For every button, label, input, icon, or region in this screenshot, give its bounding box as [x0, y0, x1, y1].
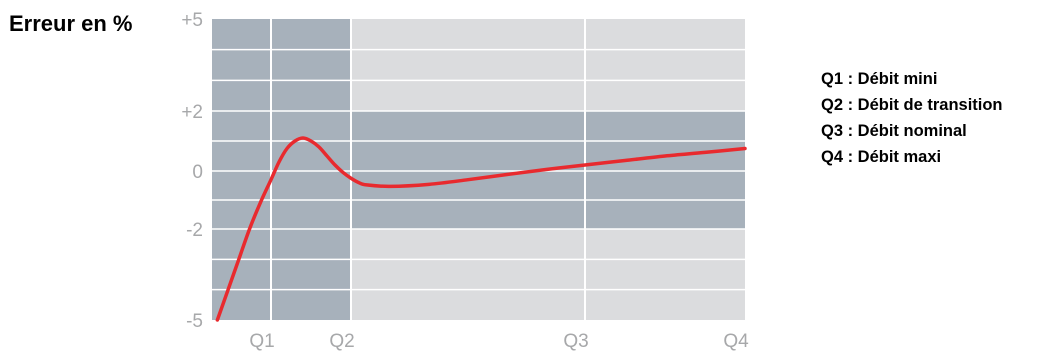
x-tick-label: Q2 [329, 331, 354, 352]
x-tick-label: Q3 [563, 331, 588, 352]
tolerance-bands [212, 19, 745, 320]
legend-entry-q1: Q1 : Débit mini [821, 70, 938, 88]
x-tick-label: Q4 [723, 331, 749, 352]
y-tick-label: -2 [186, 220, 203, 241]
series-lines [215, 136, 747, 322]
legend-entry-q4: Q4 : Débit maxi [821, 148, 942, 166]
x-tick-labels: Q1 Q2 Q3 Q4 [249, 331, 749, 352]
legend-entry-q3: Q3 : Débit nominal [821, 122, 967, 140]
y-tick-label: 0 [192, 162, 203, 183]
x-tick-label: Q1 [249, 331, 274, 352]
legend-entry-q2: Q2 : Débit de transition [821, 96, 1003, 114]
gridlines [212, 19, 745, 320]
y-tick-label: -5 [186, 311, 203, 332]
y-axis-title: Erreur en % [9, 11, 133, 36]
y-tick-label: +5 [181, 10, 203, 31]
y-tick-labels: +5 +2 0 -2 -5 [181, 10, 203, 332]
legend: Q1 : Débit mini Q2 : Débit de transition… [821, 66, 1003, 170]
series-line-0 [215, 136, 747, 322]
y-tick-label: +2 [181, 102, 203, 123]
